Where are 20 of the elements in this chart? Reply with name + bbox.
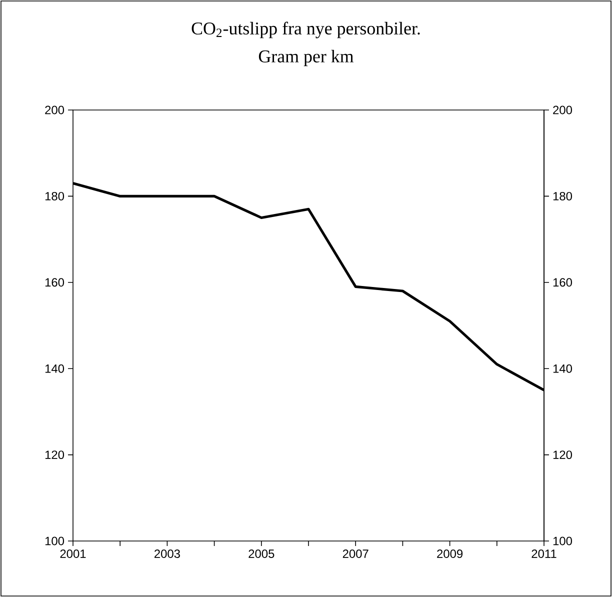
x-tick-label: 2009 — [437, 550, 463, 558]
x-tick-label: 2007 — [342, 550, 368, 558]
y2-tick-label: 200 — [553, 106, 572, 114]
chart-title: CO$_{2}$-utslipp fra nye personbiler. — [192, 22, 420, 38]
x-tick-label: 2003 — [154, 550, 180, 558]
x-tick-label: 2005 — [248, 550, 274, 558]
y2-tick-label: 100 — [553, 536, 572, 546]
y-tick-label: 100 — [45, 536, 64, 546]
y-tick-label: 140 — [45, 364, 64, 373]
y2-tick-label: 160 — [553, 278, 572, 287]
y2-tick-label: 180 — [553, 192, 572, 200]
x-tick-label: 2001 — [60, 550, 86, 558]
y-tick-label: 180 — [45, 192, 64, 200]
y-tick-label: 160 — [45, 278, 64, 287]
x-tick-label: 2011 — [532, 550, 556, 558]
y2-tick-label: 120 — [553, 450, 572, 460]
chart-subtitle: Gram per km — [258, 50, 354, 66]
y2-tick-label: 140 — [553, 364, 572, 373]
y-tick-label: 120 — [45, 450, 64, 460]
y-tick-label: 200 — [45, 106, 64, 114]
